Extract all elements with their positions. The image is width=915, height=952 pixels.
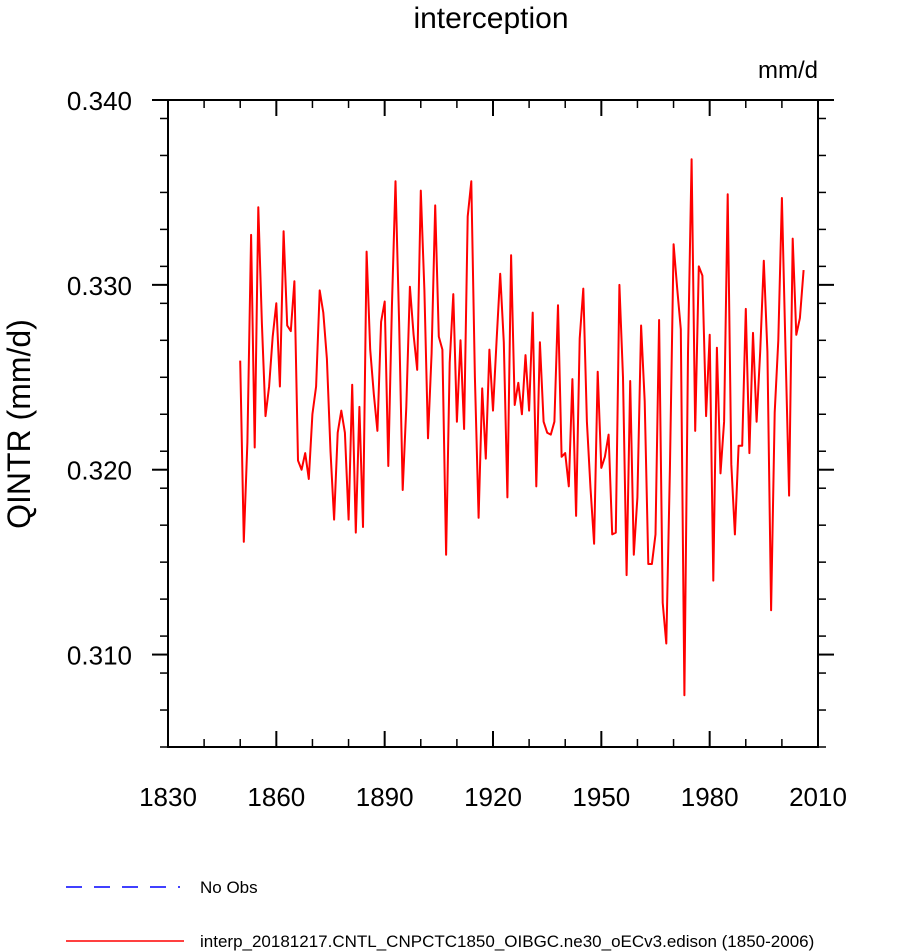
- legend: No Obs interp_20181217.CNTL_CNPCTC1850_O…: [66, 878, 814, 951]
- y-tick-label: 0.340: [67, 86, 132, 116]
- units-label: mm/d: [758, 57, 818, 84]
- chart-title: interception: [413, 2, 568, 35]
- legend-label-model: interp_20181217.CNTL_CNPCTC1850_OIBGC.ne…: [200, 932, 814, 951]
- x-tick-label: 1890: [356, 782, 414, 812]
- y-tick-label: 0.310: [67, 641, 132, 671]
- y-tick-label: 0.320: [67, 456, 132, 486]
- y-tick-labels: 0.310 0.320 0.330 0.340: [67, 86, 132, 671]
- x-tick-label: 1920: [464, 782, 522, 812]
- x-tick-label: 1860: [247, 782, 305, 812]
- x-tick-label: 1830: [139, 782, 197, 812]
- y-tick-label: 0.330: [67, 271, 132, 301]
- series-line-model: [239, 158, 805, 697]
- x-tick-label: 1950: [572, 782, 630, 812]
- x-tick-label: 1980: [681, 782, 739, 812]
- x-tick-label: 2010: [789, 782, 847, 812]
- x-tick-labels: 1830 1860 1890 1920 1950 1980 2010: [139, 782, 847, 812]
- legend-label-no-obs: No Obs: [200, 878, 258, 897]
- y-axis-label: QINTR (mm/d): [1, 319, 37, 529]
- plot-frame: [167, 99, 819, 748]
